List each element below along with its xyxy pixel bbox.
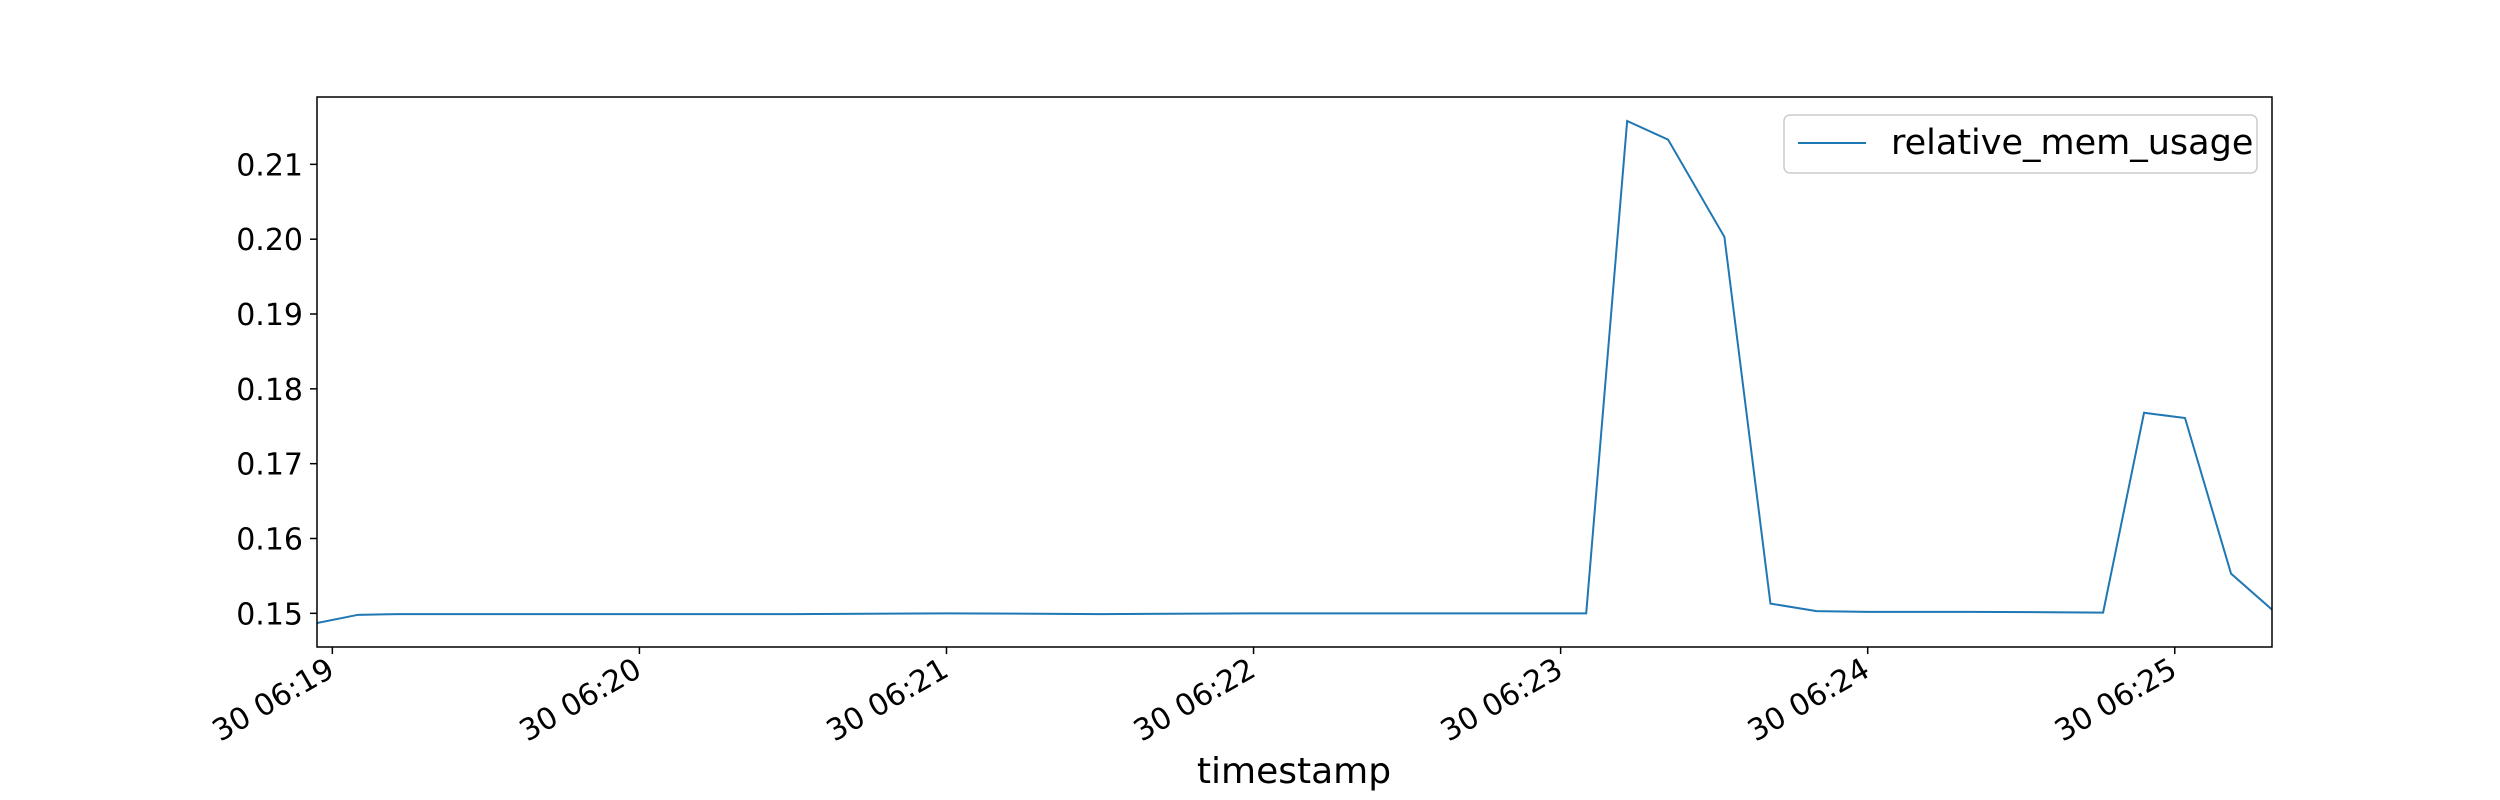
y-tick-label: 0.21 bbox=[236, 148, 303, 183]
y-tick-label: 0.18 bbox=[236, 373, 303, 408]
x-axis-title: timestamp bbox=[1197, 751, 1391, 792]
y-tick-label: 0.15 bbox=[236, 597, 303, 632]
series-layer bbox=[317, 119, 2272, 625]
x-tick-label: 30 06:20 bbox=[514, 652, 648, 749]
x-axis-ticks: 30 06:19 30 06:20 30 06:21 30 06:22 30 06:23… bbox=[207, 647, 2183, 749]
plot-frame bbox=[316, 96, 2273, 648]
y-tick-label: 0.20 bbox=[236, 223, 303, 258]
series-line-relative-mem-usage bbox=[317, 119, 2272, 625]
x-tick-label: 30 06:24 bbox=[1742, 652, 1876, 749]
x-tick-label: 30 06:25 bbox=[2049, 652, 2183, 749]
x-tick-label: 30 06:21 bbox=[821, 652, 955, 749]
plot-area bbox=[317, 97, 2272, 647]
x-tick-label: 30 06:22 bbox=[1128, 652, 1262, 749]
y-tick-label: 0.19 bbox=[236, 298, 303, 333]
legend: relative_mem_usage bbox=[1783, 114, 2258, 174]
x-tick-label: 30 06:23 bbox=[1435, 652, 1569, 749]
y-tick-label: 0.16 bbox=[236, 522, 303, 557]
y-tick-label: 0.17 bbox=[236, 448, 303, 483]
y-axis-ticks: 0.15 0.16 0.17 0.18 0.19 0.20 0.21 bbox=[236, 148, 317, 632]
legend-box bbox=[1783, 114, 2258, 174]
x-tick-label: 30 06:19 bbox=[207, 652, 341, 749]
legend-label-relative-mem-usage: relative_mem_usage bbox=[1891, 123, 2253, 163]
